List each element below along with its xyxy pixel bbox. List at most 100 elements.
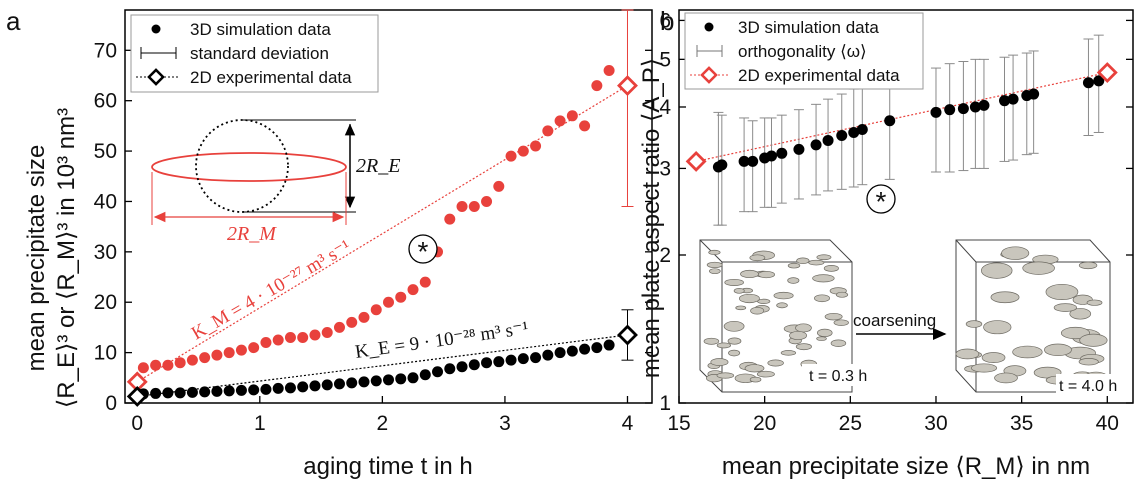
panel-a-point-rm: [199, 352, 211, 364]
precipitate-plate: [1078, 358, 1099, 366]
panel-a-point-re: [284, 382, 296, 394]
panel-a-point-rm: [223, 347, 235, 359]
panel-a-point-rm: [383, 296, 394, 308]
precipitate-plate: [728, 349, 741, 357]
panel-a-point-rm: [272, 334, 284, 346]
panel-b-star-marker: *: [866, 184, 896, 217]
panel-b-star-label: *: [876, 186, 887, 217]
precipitate-plate: [994, 372, 1018, 384]
panel-b-xtick-label: 35: [1010, 412, 1033, 435]
legend-b-sim-text: 3D simulation data: [738, 18, 879, 37]
panel-a-point-re: [517, 353, 529, 365]
panel-letter-a: a: [6, 6, 21, 36]
panel-b-point-sim: [716, 159, 728, 171]
precipitate-plate: [981, 262, 1013, 279]
panel-b-xtick-label: 25: [839, 412, 862, 435]
panel-a-point-rm: [186, 354, 198, 366]
precipitate-plate: [1012, 345, 1043, 359]
panel-a-point-rm: [481, 195, 493, 207]
panel-a-point-re: [591, 342, 603, 354]
panel-b-ytick-label: 6: [659, 9, 671, 32]
legend-b-exp-marker: [690, 66, 730, 84]
legend-a-sim-text: 3D simulation data: [190, 20, 331, 39]
panel-a-point-rm: [150, 359, 162, 371]
precipitate-plate: [716, 342, 732, 349]
panel-a-exp-point-black: [617, 324, 638, 346]
panel-a-ylabel-line2: ⟨R_E⟩³ or ⟨R_M⟩³ in 10³ nm³: [53, 108, 80, 408]
precipitate-plate: [750, 306, 765, 315]
panel-b-point-sim: [969, 101, 981, 113]
panel-a-point-re: [383, 374, 394, 386]
panel-a-point-re: [199, 386, 211, 398]
precipitate-plate: [1022, 261, 1055, 275]
panel-a-point-re: [272, 382, 284, 394]
panel-a-exp-point-black: [126, 385, 148, 407]
panel-a-point-rm: [407, 284, 419, 296]
panel-a-star-marker: *: [408, 234, 438, 267]
precipitate-plate: [1001, 246, 1030, 260]
precipitate-plate: [749, 254, 766, 262]
panel-b: b mean plate aspect ratio ⟨A_P⟩ 15 20 25 30…: [638, 6, 1134, 480]
legend-a-exp-marker: [136, 68, 178, 86]
panel-a-point-re: [333, 378, 345, 390]
panel-b-point-sim: [930, 106, 942, 118]
precipitate-plate: [744, 364, 765, 373]
panel-a-point-rm: [579, 120, 591, 132]
precipitate-plate: [703, 337, 720, 345]
panel-b-ytick-label: 2: [659, 244, 671, 267]
panel-a-ytick-label: 30: [94, 241, 117, 264]
precipitate-plate: [824, 312, 843, 321]
precipitate-plate: [767, 359, 784, 367]
panel-b-point-sim: [999, 95, 1011, 107]
precipitate-plate: [757, 270, 776, 279]
panel-a-star-label: *: [418, 236, 429, 267]
panel-b-point-sim: [1028, 88, 1040, 100]
precipitate-plate: [735, 305, 747, 311]
panel-a-point-re: [395, 373, 407, 385]
panel-b-point-sim: [1082, 77, 1094, 89]
panel-b-frame: [678, 9, 1134, 404]
panel-a-point-rm: [346, 316, 358, 328]
precipitate-plate: [981, 352, 1006, 363]
panel-b-xtick-label: 40: [1096, 412, 1119, 435]
panel-a-point-re: [211, 385, 223, 397]
legend-b-sim-marker: [704, 22, 714, 32]
panel-a-point-rm: [419, 276, 431, 288]
panel-a-point-re: [358, 376, 370, 388]
panel-b-point-sim: [810, 139, 822, 151]
panel-a-point-re: [432, 366, 444, 378]
panel-a-xtick-label: 3: [499, 412, 511, 435]
panel-a-point-rm: [358, 311, 370, 323]
precipitate-plate: [812, 274, 835, 283]
panel-a-point-re: [579, 343, 591, 355]
legend-a-std-marker: [140, 47, 177, 59]
precipitate-plate: [1078, 261, 1098, 270]
microstructure-cube-t2: t = 4.0 h: [955, 239, 1132, 396]
legend-b-exp-text: 2D experimental data: [738, 66, 900, 85]
precipitate-plate: [716, 372, 735, 379]
precipitate-plate: [787, 277, 800, 284]
panel-a-point-re: [260, 383, 272, 395]
panel-a-point-re: [174, 387, 186, 399]
panel-b-exp-point: [1096, 62, 1118, 84]
panel-a-exp-point-red: [126, 371, 148, 393]
precipitate-plate: [830, 339, 847, 347]
panel-b-xtick-label: 30: [924, 412, 947, 435]
panel-a-point-rm: [370, 304, 382, 316]
panel-a-point-re: [493, 356, 505, 368]
panel-a-point-rm: [235, 344, 247, 356]
panel-a-point-rm: [603, 64, 615, 76]
precipitate-plate: [795, 343, 812, 351]
panel-a-point-re: [321, 379, 333, 391]
microstructure-cube-t1: t = 0.3 h: [699, 239, 880, 393]
panel-a-point-rm: [493, 180, 505, 192]
panel-a-point-re: [150, 387, 162, 399]
panel-a-point-re: [444, 363, 456, 375]
panel-a-ytick-label: 20: [94, 291, 117, 314]
panel-b-xtick-label: 15: [667, 412, 690, 435]
panel-a-point-re: [456, 361, 468, 373]
panel-a-xlabel: aging time t in h: [303, 453, 472, 480]
panel-b-points: [685, 62, 1118, 173]
